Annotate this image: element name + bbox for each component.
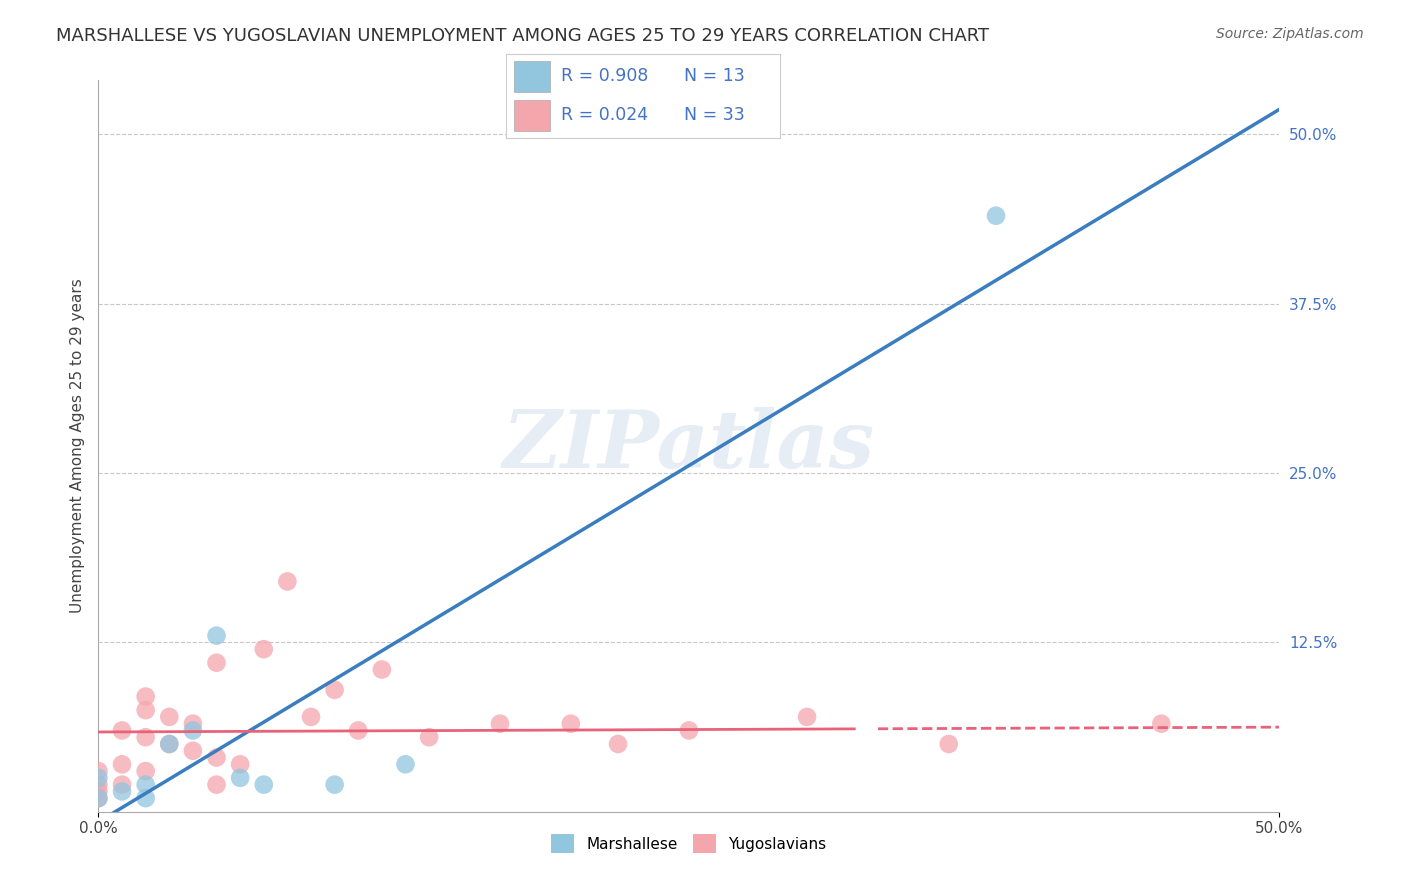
Point — [135, 764, 157, 778]
Point — [323, 778, 346, 792]
Point — [205, 656, 228, 670]
Bar — [515, 100, 550, 130]
Text: Source: ZipAtlas.com: Source: ZipAtlas.com — [1216, 27, 1364, 41]
Point — [299, 710, 322, 724]
Point — [135, 778, 157, 792]
Point — [560, 716, 582, 731]
Point — [678, 723, 700, 738]
Point — [87, 778, 110, 792]
Point — [205, 629, 228, 643]
Point — [157, 737, 180, 751]
Point — [394, 757, 416, 772]
Text: MARSHALLESE VS YUGOSLAVIAN UNEMPLOYMENT AMONG AGES 25 TO 29 YEARS CORRELATION CH: MARSHALLESE VS YUGOSLAVIAN UNEMPLOYMENT … — [56, 27, 990, 45]
Text: R = 0.908: R = 0.908 — [561, 68, 648, 86]
Point — [111, 784, 134, 798]
Point — [347, 723, 370, 738]
Text: ZIPatlas: ZIPatlas — [503, 408, 875, 484]
Point — [323, 682, 346, 697]
Point — [938, 737, 960, 751]
Point — [135, 791, 157, 805]
Point — [276, 574, 298, 589]
Point — [984, 209, 1007, 223]
Text: R = 0.024: R = 0.024 — [561, 106, 648, 124]
Point — [135, 730, 157, 744]
Point — [135, 703, 157, 717]
Point — [111, 757, 134, 772]
Point — [87, 791, 110, 805]
Point — [489, 716, 512, 731]
Point — [229, 771, 252, 785]
Point — [181, 723, 204, 738]
Point — [111, 723, 134, 738]
Point — [205, 778, 228, 792]
Point — [418, 730, 440, 744]
Point — [157, 710, 180, 724]
Legend: Marshallese, Yugoslavians: Marshallese, Yugoslavians — [546, 828, 832, 859]
Point — [1150, 716, 1173, 731]
Bar — [515, 62, 550, 92]
Point — [253, 642, 276, 657]
Point — [253, 778, 276, 792]
Point — [205, 750, 228, 764]
Point — [87, 784, 110, 798]
Text: N = 33: N = 33 — [685, 106, 745, 124]
Y-axis label: Unemployment Among Ages 25 to 29 years: Unemployment Among Ages 25 to 29 years — [69, 278, 84, 614]
Text: N = 13: N = 13 — [685, 68, 745, 86]
Point — [157, 737, 180, 751]
Point — [181, 744, 204, 758]
Point — [111, 778, 134, 792]
Point — [371, 663, 394, 677]
Point — [229, 757, 252, 772]
Point — [87, 771, 110, 785]
Point — [87, 764, 110, 778]
Point — [796, 710, 818, 724]
Point — [607, 737, 630, 751]
Point — [87, 791, 110, 805]
Point — [135, 690, 157, 704]
Point — [181, 716, 204, 731]
